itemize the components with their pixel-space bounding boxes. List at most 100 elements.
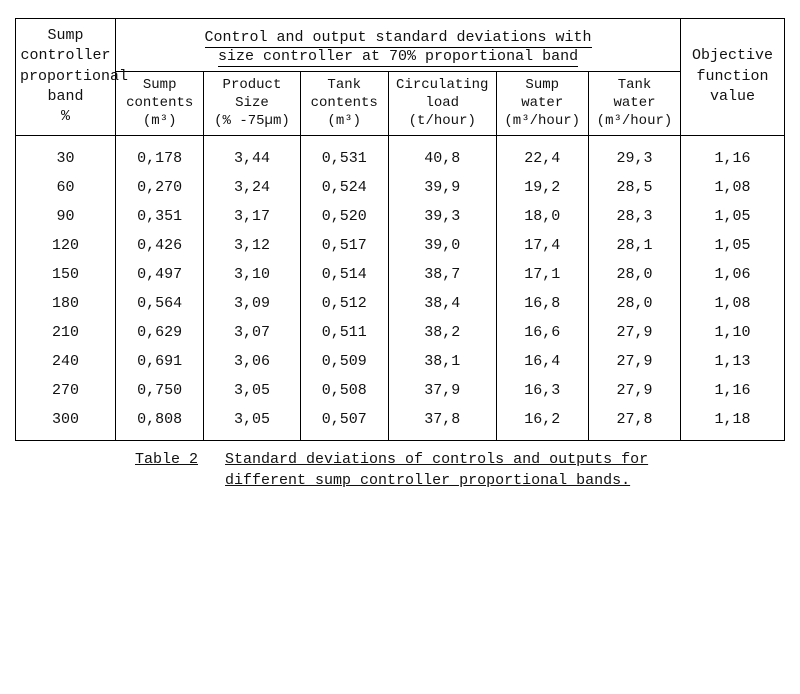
table-cell: 3,06 [204,347,300,376]
table-cell: 3,17 [204,202,300,231]
table-cell: 1,13 [681,347,785,376]
table-cell: 1,06 [681,260,785,289]
group-title-line2: size controller at 70% proportional band [218,48,578,67]
table-cell: 210 [16,318,116,347]
col-header-product-size: ProductSize(% -75µm) [204,72,300,136]
table-cell: 38,2 [388,318,496,347]
caption-line1: Standard deviations of controls and outp… [225,451,648,468]
table-cell: 1,05 [681,202,785,231]
table-cell: 3,44 [204,135,300,173]
table-cell: 27,9 [588,376,680,405]
table-cell: 120 [16,231,116,260]
table-cell: 27,8 [588,405,680,441]
table-cell: 38,7 [388,260,496,289]
table-cell: 37,8 [388,405,496,441]
table-cell: 0,691 [115,347,203,376]
col-header-tank-contents: Tankcontents(m³) [300,72,388,136]
table-cell: 40,8 [388,135,496,173]
table-cell: 39,9 [388,173,496,202]
table-cell: 3,12 [204,231,300,260]
col-header-tank-water: Tankwater(m³/hour) [588,72,680,136]
table-row: 2400,6913,060,50938,116,427,91,13 [16,347,785,376]
table-cell: 17,4 [496,231,588,260]
table-cell: 39,3 [388,202,496,231]
col-header-sump-water: Sumpwater(m³/hour) [496,72,588,136]
table-cell: 0,564 [115,289,203,318]
table-cell: 3,24 [204,173,300,202]
table-cell: 30 [16,135,116,173]
table-cell: 300 [16,405,116,441]
table-cell: 16,8 [496,289,588,318]
table-cell: 17,1 [496,260,588,289]
caption-line2: different sump controller proportional b… [225,472,630,489]
caption-label: Table 2 [135,451,198,468]
table-cell: 39,0 [388,231,496,260]
group-title-line1: Control and output standard deviations w… [205,29,592,48]
table-cell: 180 [16,289,116,318]
col-header-objective: Objectivefunctionvalue [681,19,785,136]
table-cell: 0,426 [115,231,203,260]
table-cell: 0,750 [115,376,203,405]
table-cell: 0,270 [115,173,203,202]
table-cell: 90 [16,202,116,231]
table-cell: 28,3 [588,202,680,231]
table-cell: 3,10 [204,260,300,289]
table-cell: 27,9 [588,318,680,347]
table-cell: 22,4 [496,135,588,173]
table-cell: 1,08 [681,289,785,318]
table-cell: 0,517 [300,231,388,260]
table-cell: 60 [16,173,116,202]
table-cell: 37,9 [388,376,496,405]
table-body: 300,1783,440,53140,822,429,31,16600,2703… [16,135,785,440]
table-cell: 0,507 [300,405,388,441]
deviation-table: Sumpcontrollerproportionalband% Control … [15,18,785,441]
table-cell: 0,511 [300,318,388,347]
table-row: 900,3513,170,52039,318,028,31,05 [16,202,785,231]
table-cell: 0,509 [300,347,388,376]
table-cell: 1,16 [681,135,785,173]
col-header-circulating-load: Circulatingload(t/hour) [388,72,496,136]
table-cell: 240 [16,347,116,376]
table-row: 1800,5643,090,51238,416,828,01,08 [16,289,785,318]
table-cell: 0,514 [300,260,388,289]
table-cell: 28,0 [588,289,680,318]
col-header-sump-band: Sumpcontrollerproportionalband% [16,19,116,136]
table-cell: 1,18 [681,405,785,441]
table-cell: 28,0 [588,260,680,289]
table-cell: 3,05 [204,405,300,441]
table-cell: 0,178 [115,135,203,173]
table-cell: 38,4 [388,289,496,318]
table-cell: 29,3 [588,135,680,173]
table-cell: 28,5 [588,173,680,202]
table-row: 600,2703,240,52439,919,228,51,08 [16,173,785,202]
table-cell: 38,1 [388,347,496,376]
table-row: 1200,4263,120,51739,017,428,11,05 [16,231,785,260]
table-cell: 1,16 [681,376,785,405]
table-cell: 0,524 [300,173,388,202]
table-cell: 19,2 [496,173,588,202]
table-row: 300,1783,440,53140,822,429,31,16 [16,135,785,173]
table-row: 2700,7503,050,50837,916,327,91,16 [16,376,785,405]
table-cell: 0,808 [115,405,203,441]
table-cell: 1,10 [681,318,785,347]
table-cell: 270 [16,376,116,405]
col-header-sump-contents: Sumpcontents(m³) [115,72,203,136]
table-cell: 3,07 [204,318,300,347]
table-cell: 16,4 [496,347,588,376]
table-cell: 0,351 [115,202,203,231]
col-header-group-title: Control and output standard deviations w… [115,19,680,72]
table-cell: 0,508 [300,376,388,405]
table-cell: 0,531 [300,135,388,173]
table-cell: 18,0 [496,202,588,231]
table-cell: 150 [16,260,116,289]
table-cell: 27,9 [588,347,680,376]
table-cell: 0,512 [300,289,388,318]
table-cell: 3,09 [204,289,300,318]
table-cell: 0,629 [115,318,203,347]
table-cell: 1,05 [681,231,785,260]
table-cell: 0,497 [115,260,203,289]
table-cell: 16,6 [496,318,588,347]
table-cell: 16,2 [496,405,588,441]
table-cell: 16,3 [496,376,588,405]
table-cell: 3,05 [204,376,300,405]
